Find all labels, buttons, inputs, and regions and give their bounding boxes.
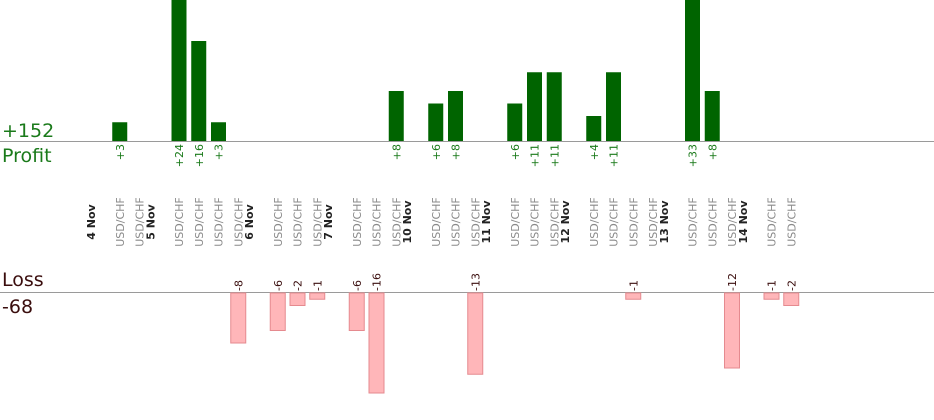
symbol-label: USD/CHF (114, 197, 127, 247)
profit-value-label: +24 (173, 144, 186, 167)
profit-value-label: +3 (114, 144, 127, 160)
symbol-label: USD/CHF (627, 197, 640, 247)
symbol-label: USD/CHF (726, 197, 739, 247)
loss-value-label: -2 (785, 280, 798, 291)
loss-value-label: -12 (726, 273, 739, 291)
profit-bar (586, 116, 602, 141)
loss-label: Loss (2, 269, 44, 291)
loss-value-label: -1 (627, 280, 640, 291)
profit-value-label: +11 (608, 144, 621, 167)
profit-bar (448, 91, 463, 141)
profit-bar (112, 122, 128, 141)
loss-bar (625, 292, 642, 300)
symbol-label: USD/CHF (193, 197, 206, 247)
symbol-label: USD/CHF (173, 197, 186, 247)
loss-bar (724, 292, 740, 369)
symbol-label: USD/CHF (351, 197, 364, 247)
loss-value-label: -2 (292, 280, 305, 291)
profit-bar (428, 103, 444, 141)
loss-bar (289, 292, 306, 306)
profit-bar (685, 0, 700, 141)
profit-value-label: +4 (588, 144, 601, 160)
loss-bar (348, 292, 365, 331)
profit-total: +152 (2, 120, 55, 142)
loss-value-label: -1 (311, 280, 324, 291)
day-label: 10 Nov (401, 200, 414, 244)
loss-bar (763, 292, 780, 300)
profit-value-label: +3 (213, 144, 226, 160)
day-label: 12 Nov (559, 200, 572, 244)
loss-bar (368, 292, 385, 394)
symbol-label: USD/CHF (509, 197, 522, 247)
profit-bar (704, 91, 720, 141)
symbol-label: USD/CHF (548, 197, 561, 247)
profit-value-label: +6 (430, 144, 443, 160)
symbol-label: USD/CHF (469, 197, 482, 247)
profit-bar (527, 72, 542, 141)
profit-bar (606, 72, 621, 141)
profit-bar (191, 41, 207, 141)
loss-value-label: -8 (232, 280, 245, 291)
symbol-label: USD/CHF (450, 197, 463, 247)
symbol-label: USD/CHF (608, 197, 621, 247)
loss-bar (269, 292, 286, 331)
symbol-label: USD/CHF (371, 197, 384, 247)
profit-bar (507, 103, 523, 141)
loss-bar (783, 292, 800, 306)
symbol-label: USD/CHF (529, 197, 542, 247)
profit-value-label: +33 (687, 144, 700, 167)
day-label: 11 Nov (480, 200, 493, 244)
symbol-label: USD/CHF (272, 197, 285, 247)
day-label: 6 Nov (243, 203, 256, 239)
day-label: 13 Nov (658, 200, 671, 244)
day-label: 4 Nov (85, 203, 98, 239)
symbol-label: USD/CHF (430, 197, 443, 247)
loss-value-label: -6 (272, 280, 285, 291)
profit-bar (171, 0, 187, 141)
loss-bar (230, 292, 247, 344)
loss-value-label: -16 (371, 273, 384, 291)
day-label: 14 Nov (737, 200, 750, 244)
symbol-label: USD/CHF (232, 197, 245, 247)
loss-bar (309, 292, 326, 300)
profit-bar (546, 72, 562, 141)
symbol-label: USD/CHF (647, 197, 660, 247)
symbol-label: USD/CHF (213, 197, 226, 247)
symbol-label: USD/CHF (588, 197, 601, 247)
symbol-label: USD/CHF (706, 197, 719, 247)
profit-value-label: +6 (509, 144, 522, 160)
profit-value-label: +8 (450, 144, 463, 160)
symbol-label: USD/CHF (292, 197, 305, 247)
loss-value-label: -1 (766, 280, 779, 291)
symbol-label: USD/CHF (785, 197, 798, 247)
symbol-label: USD/CHF (134, 197, 147, 247)
loss-value-label: -6 (351, 280, 364, 291)
day-label: 5 Nov (144, 203, 157, 239)
profit-value-label: +16 (193, 144, 206, 167)
profit-bar (388, 91, 404, 141)
day-label: 7 Nov (322, 203, 335, 239)
profit-value-label: +8 (706, 144, 719, 160)
profit-value-label: +8 (390, 144, 403, 160)
symbol-label: USD/CHF (311, 197, 324, 247)
loss-value-label: -13 (469, 273, 482, 291)
loss-bar (467, 292, 484, 375)
profit-value-label: +11 (529, 144, 542, 167)
symbol-label: USD/CHF (390, 197, 403, 247)
profit-value-label: +11 (548, 144, 561, 167)
profit-label: Profit (2, 145, 52, 167)
symbol-label: USD/CHF (687, 197, 700, 247)
loss-total: -68 (2, 296, 34, 318)
profit-bar (211, 122, 226, 141)
symbol-label: USD/CHF (766, 197, 779, 247)
